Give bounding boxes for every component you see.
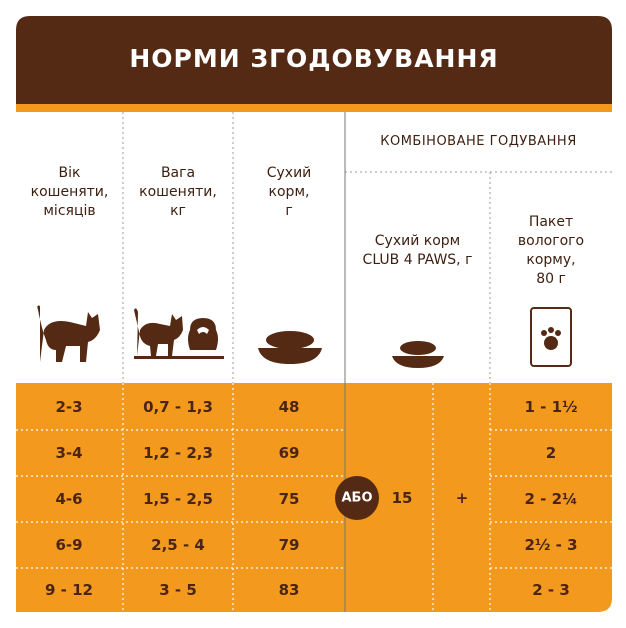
weight-cell: 1,5 - 2,5 (143, 490, 213, 508)
header-band (16, 16, 612, 106)
accent-stripe (16, 104, 612, 112)
grid-orange (16, 383, 612, 612)
dry-cell: 75 (278, 490, 300, 508)
age-cell: 4-6 (55, 490, 83, 508)
scale-base (134, 356, 224, 359)
wet-cell: 2 (545, 444, 557, 462)
or-label: АБО (341, 490, 373, 506)
or-circle (335, 476, 379, 520)
bowl-icon (258, 348, 322, 364)
wet-cell: 2 - 2¼ (524, 490, 578, 508)
icons (37, 305, 572, 520)
column-header: Сухий корм, г (266, 165, 312, 219)
column-header: Вага кошеняти, кг (139, 165, 217, 219)
wet-cell: 2 - 3 (532, 581, 570, 599)
kitten-icon (134, 308, 183, 356)
orange-body (16, 383, 612, 612)
bowl-icon-2 (392, 356, 444, 368)
column-header: Вік кошеняти, місяців (30, 165, 109, 219)
dry-amount: 15 (391, 489, 413, 507)
dry-cell: 48 (278, 398, 300, 416)
age-cell: 9 - 12 (45, 581, 93, 599)
column-header: Сухий корм CLUB 4 PAWS, г (362, 233, 473, 268)
kettlebell-icon (188, 318, 218, 350)
wet-cell: 2½ - 3 (524, 536, 578, 554)
cat-icon (37, 305, 100, 362)
paw-pad (544, 336, 558, 350)
weight-cell: 1,2 - 2,3 (143, 444, 213, 462)
grid-white (122, 112, 612, 383)
dry-cell: 69 (278, 444, 300, 462)
weight-cell: 0,7 - 1,3 (143, 398, 213, 416)
column-header: Пакет вологого корму, 80 г (517, 214, 585, 287)
combined-title: КОМБІНОВАНЕ ГОДУВАННЯ (380, 134, 577, 149)
dry-cell: 79 (278, 536, 300, 554)
wet-cell: 1 - 1½ (524, 398, 578, 416)
plus-sign: + (455, 489, 469, 507)
age-cell: 3-4 (55, 444, 83, 462)
dry-cell: 83 (278, 581, 300, 599)
weight-cell: 2,5 - 4 (151, 536, 205, 554)
age-cell: 2-3 (55, 398, 83, 416)
food-icon-2 (400, 341, 436, 355)
title: НОРМИ ЗГОДОВУВАННЯ (129, 44, 499, 73)
weight-cell: 3 - 5 (159, 581, 197, 599)
age-cell: 6-9 (55, 536, 83, 554)
food-icon (266, 331, 314, 349)
